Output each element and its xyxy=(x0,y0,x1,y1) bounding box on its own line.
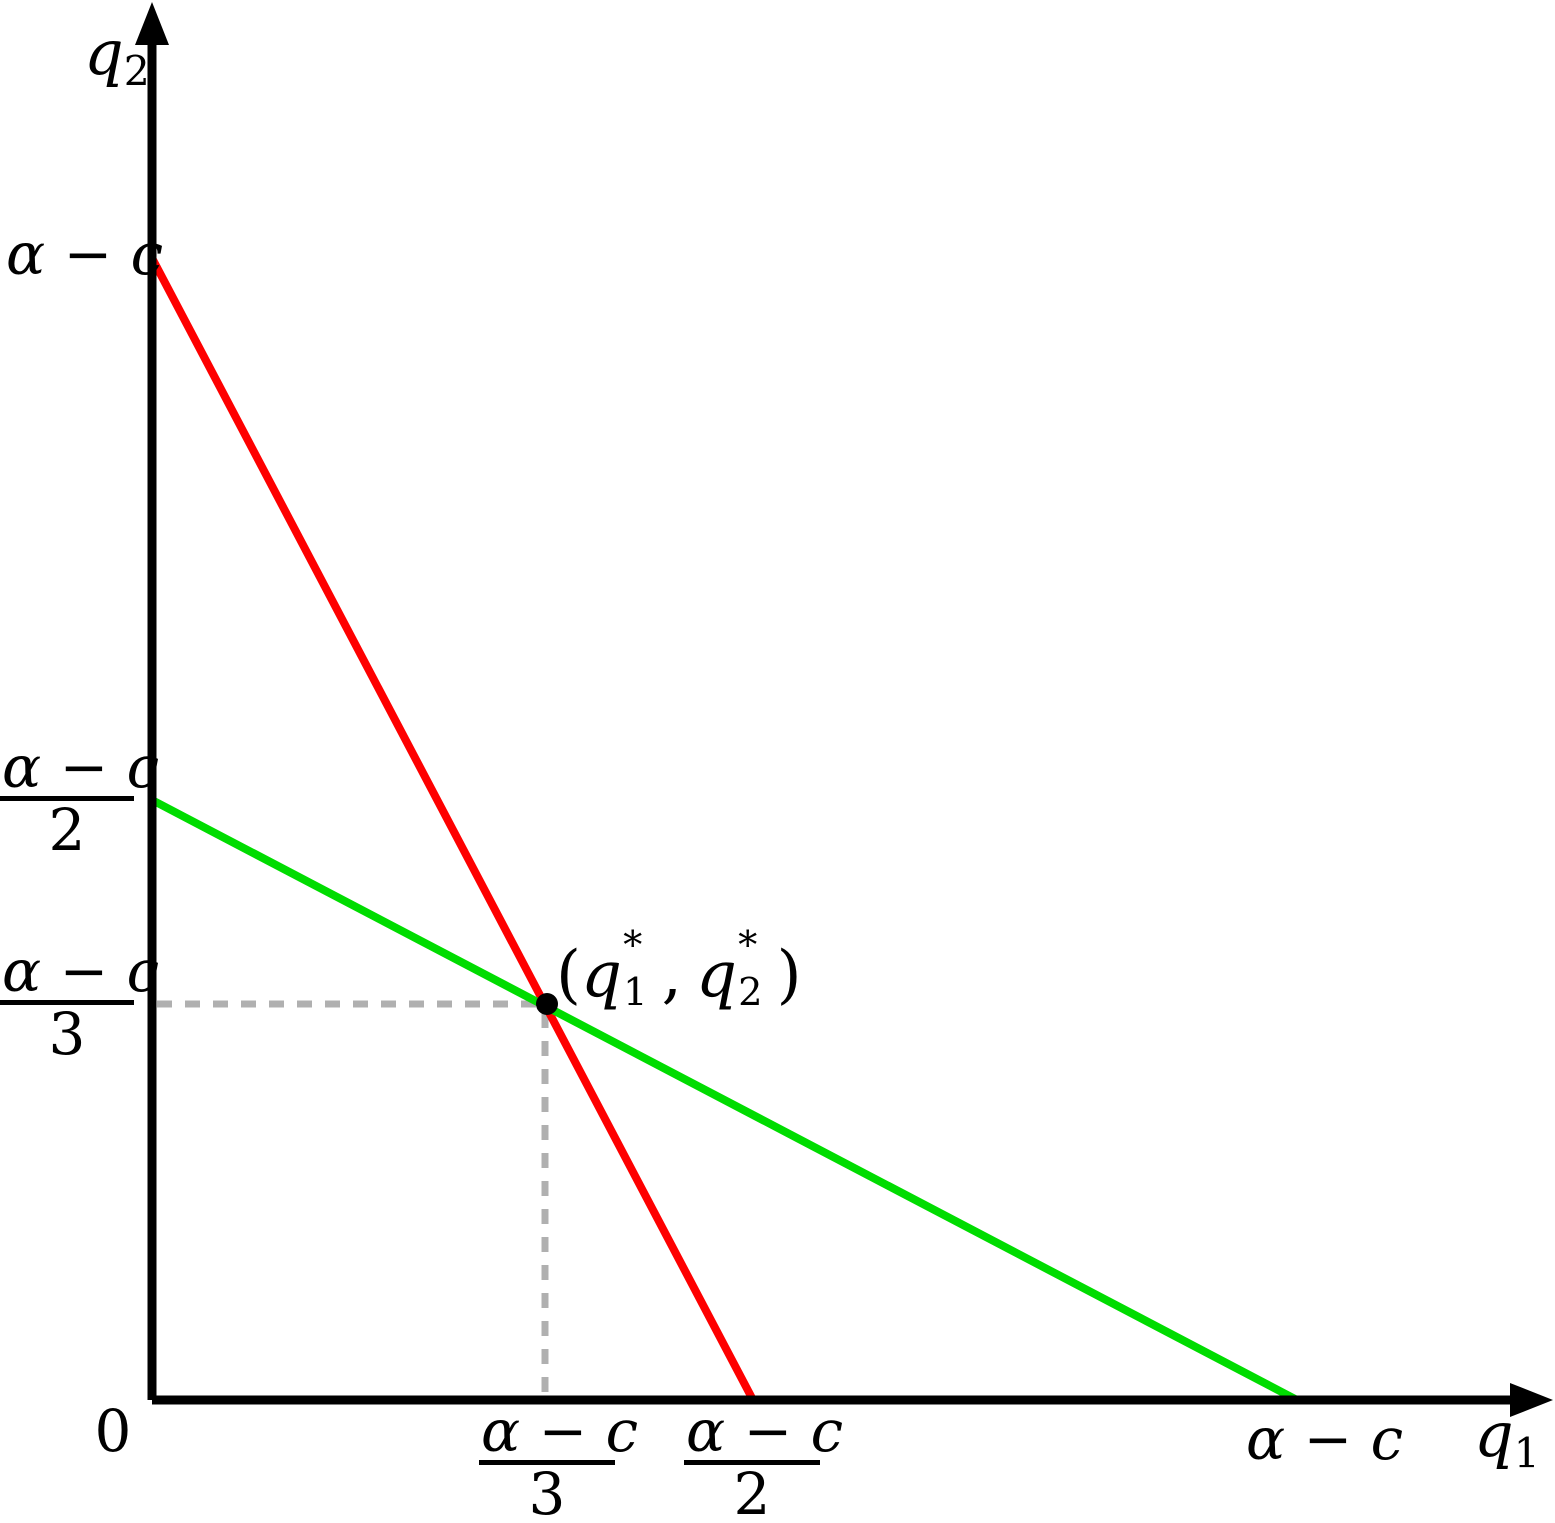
fraction-denominator: 2 xyxy=(733,1460,771,1523)
q2-scripts: * 2 xyxy=(737,927,777,1012)
x-tick-label-alpha-minus-c-over-3: α − c 3 xyxy=(479,1397,639,1523)
red-best-response-line xyxy=(148,256,757,1402)
x-axis-label: q1 xyxy=(1474,1404,1540,1474)
fraction-numerator: α − c xyxy=(479,1397,639,1465)
open-paren: ( xyxy=(556,938,581,1012)
y-axis-label: q2 xyxy=(84,22,150,92)
y-axis-arrow-icon xyxy=(135,2,169,45)
close-paren: ) xyxy=(776,938,802,1012)
x-tick-label-alpha-minus-c: α − c xyxy=(1246,1405,1404,1473)
q1-scripts: * 1 xyxy=(622,927,662,1012)
y-axis-label-subscript: 2 xyxy=(123,47,150,96)
q1-subscript: 1 xyxy=(623,969,648,1015)
fraction-numerator: α − c xyxy=(0,733,160,801)
x-axis-arrow-icon xyxy=(1510,1383,1553,1417)
equilibrium-point-marker xyxy=(536,993,558,1015)
y-axis-label-letter: q xyxy=(84,16,124,89)
equilibrium-point-label: (q * 1, q * 2) xyxy=(556,927,802,1012)
y-tick-label-alpha-minus-c: α − c xyxy=(6,220,164,288)
fraction-numerator: α − c xyxy=(684,1397,844,1465)
q1-letter: q xyxy=(580,938,622,1012)
fraction-denominator: 2 xyxy=(48,796,86,864)
x-tick-label-alpha-minus-c-over-2: α − c 2 xyxy=(684,1397,844,1523)
y-tick-label-alpha-minus-c-over-3: α − c 3 xyxy=(0,937,160,1068)
q2-subscript: 2 xyxy=(738,969,763,1015)
q2-superscript-star: * xyxy=(738,923,758,969)
y-tick-label-alpha-minus-c-over-2: α − c 2 xyxy=(0,733,160,864)
q1-superscript-star: * xyxy=(623,923,643,969)
green-best-response-line xyxy=(150,796,1299,1404)
q2-letter: q xyxy=(696,938,737,1012)
fraction-numerator: α − c xyxy=(0,937,160,1005)
fraction-denominator: 3 xyxy=(528,1460,566,1523)
origin-label: 0 xyxy=(94,1397,132,1465)
comma: , xyxy=(661,938,682,1012)
fraction-denominator: 3 xyxy=(48,1000,86,1068)
x-axis-label-subscript: 1 xyxy=(1513,1429,1540,1478)
x-axis-label-letter: q xyxy=(1474,1398,1514,1471)
